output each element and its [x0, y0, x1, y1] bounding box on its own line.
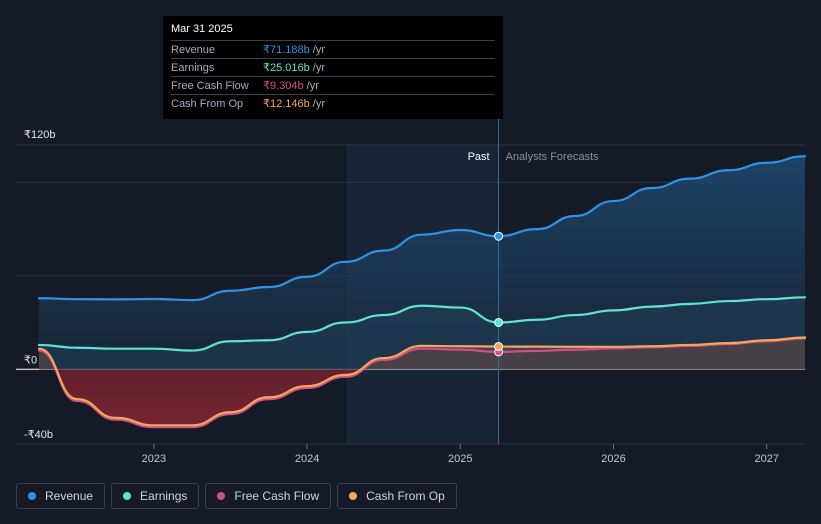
earnings-marker: [494, 318, 504, 328]
tooltip-label: Earnings: [171, 61, 215, 74]
tooltip-row-earnings: Earnings ₹25.016b /yr: [171, 58, 495, 76]
legend-label: Free Cash Flow: [234, 489, 320, 503]
tooltip-label: Revenue: [171, 43, 216, 56]
y-tick-label: ₹120b: [24, 129, 55, 141]
x-tick-label: 2025: [448, 453, 472, 465]
past-label: Past: [468, 151, 490, 163]
tooltip-label: Cash From Op: [171, 97, 244, 110]
legend: Revenue Earnings Free Cash Flow Cash Fro…: [16, 483, 457, 509]
tooltip-unit: /yr: [312, 61, 325, 74]
legend-dot-icon: [123, 492, 132, 500]
tooltip-value: ₹12.146b: [263, 98, 310, 110]
legend-label: Revenue: [45, 489, 94, 503]
legend-dot-icon: [217, 492, 226, 500]
revenue-line: [37, 155, 807, 302]
forecast-label: Analysts Forecasts: [506, 151, 599, 163]
cash-from-op-marker: [494, 342, 504, 352]
tooltip-value: ₹25.016b: [263, 62, 310, 74]
tooltip-row-cash-from-op: Cash From Op ₹12.146b /yr: [171, 94, 495, 112]
x-tick-label: 2027: [754, 453, 778, 465]
tooltip-value: ₹9.304b: [263, 80, 304, 92]
cash-from-op-line: [37, 336, 807, 427]
legend-item-cash-from-op[interactable]: Cash From Op: [337, 483, 457, 509]
legend-dot-icon: [28, 492, 36, 500]
legend-item-free-cash-flow[interactable]: Free Cash Flow: [205, 483, 332, 509]
tooltip-row-revenue: Revenue ₹71.188b /yr: [171, 40, 495, 58]
y-tick-label: ₹0: [24, 354, 37, 366]
tooltip-unit: /yr: [312, 97, 325, 110]
legend-label: Earnings: [140, 489, 188, 503]
cash-flow-positive-area: [38, 337, 805, 370]
x-tick-label: 2026: [601, 453, 625, 465]
legend-item-revenue[interactable]: Revenue: [16, 483, 106, 509]
tooltip-unit: /yr: [306, 79, 319, 92]
legend-label: Cash From Op: [366, 489, 445, 503]
tooltip-date: Mar 31 2025: [171, 23, 233, 35]
tooltip-label: Free Cash Flow: [171, 79, 249, 92]
earnings-line: [37, 296, 807, 352]
tooltip-row-free-cash-flow: Free Cash Flow ₹9.304b /yr: [171, 76, 495, 94]
tooltip-unit: /yr: [312, 43, 325, 56]
legend-dot-icon: [349, 492, 358, 500]
y-tick-label: -₹40b: [24, 429, 53, 441]
tooltip: Mar 31 2025 Revenue ₹71.188b /yr Earning…: [163, 16, 503, 119]
legend-item-earnings[interactable]: Earnings: [111, 483, 200, 509]
revenue-marker: [494, 231, 504, 241]
tooltip-value: ₹71.188b: [263, 44, 310, 56]
x-tick-label: 2024: [295, 453, 319, 465]
chart-area: ₹120b ₹0 -₹40b 2023 2024 2025 2026 2027 Past Anal…: [16, 16, 807, 465]
x-tick-label: 2023: [142, 453, 166, 465]
